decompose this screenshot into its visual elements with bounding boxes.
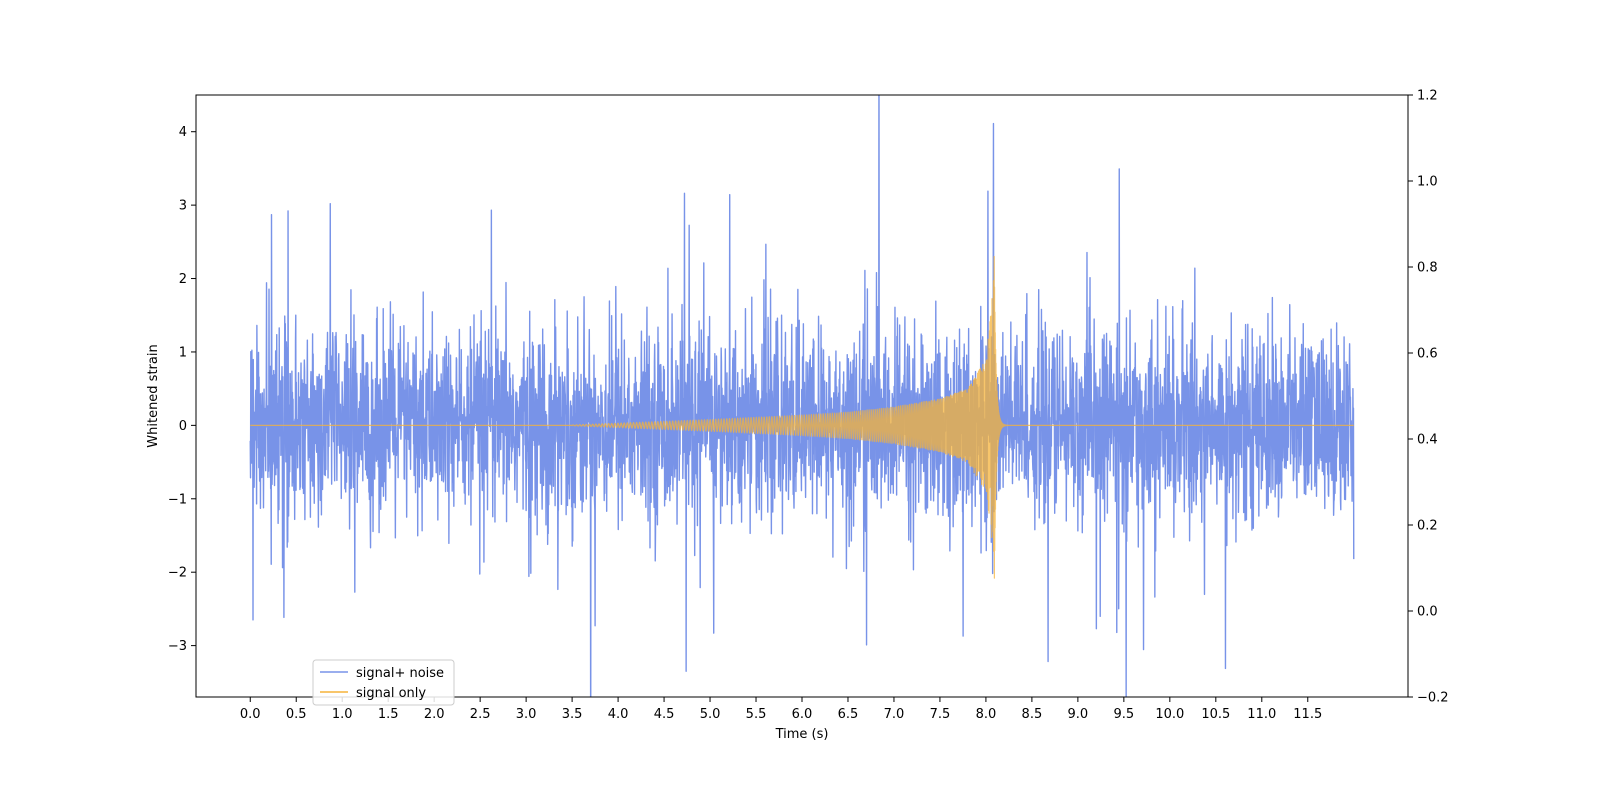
x-tick-label-14: 7.0 (884, 707, 905, 722)
y-right-tick-label-1: 0.0 (1417, 605, 1438, 620)
y-right-tick-label-3: 0.4 (1417, 433, 1438, 448)
y-right-tick-label-0: −0.2 (1417, 691, 1449, 706)
x-tick-label-5: 2.5 (470, 707, 491, 722)
y-axis-left: −3 −2 −1 0 1 2 3 4 (168, 125, 196, 654)
x-tick-label-6: 3.0 (516, 707, 537, 722)
x-tick-label-9: 4.5 (654, 707, 675, 722)
x-tick-label-17: 8.5 (1022, 707, 1043, 722)
legend-box (312, 659, 455, 706)
x-tick-label-4: 2.0 (424, 707, 445, 722)
x-tick-label-19: 9.5 (1114, 707, 1135, 722)
y-tick-label-2: −1 (168, 492, 187, 507)
x-tick-label-11: 5.5 (746, 707, 767, 722)
y-right-tick-label-7: 1.2 (1417, 89, 1438, 104)
x-tick-label-1: 0.5 (286, 707, 307, 722)
y-tick-label-0: −3 (168, 639, 187, 654)
legend-label-signal-noise: signal+ noise (356, 666, 444, 681)
legend-label-signal-only: signal only (356, 686, 426, 701)
x-tick-label-0: 0.0 (240, 707, 261, 722)
x-tick-label-16: 8.0 (976, 707, 997, 722)
y-tick-label-4: 1 (179, 345, 187, 360)
y-tick-label-6: 3 (179, 199, 187, 214)
y-tick-label-7: 4 (179, 125, 187, 140)
y-axis-label: Whitened strain (146, 344, 161, 447)
x-tick-label-10: 5.0 (700, 707, 721, 722)
legend: signal+ noise signal only (312, 659, 455, 706)
x-tick-label-3: 1.5 (378, 707, 399, 722)
x-tick-label-7: 3.5 (562, 707, 583, 722)
y-tick-label-5: 2 (179, 272, 187, 287)
y-right-tick-label-2: 0.2 (1417, 519, 1438, 534)
x-tick-label-22: 11.0 (1247, 707, 1276, 722)
y-tick-label-3: 0 (179, 419, 187, 434)
x-axis: 0.0 0.5 1.0 1.5 2.0 2.5 3.0 3.5 4.0 4.5 5.0 5.5 6.0 6… (240, 697, 1322, 722)
x-axis-label: Time (s) (775, 727, 829, 742)
series-signal-noise-line (249, 95, 1355, 697)
x-tick-label-23: 11.5 (1293, 707, 1322, 722)
x-tick-label-20: 10.0 (1155, 707, 1184, 722)
x-tick-label-13: 6.5 (838, 707, 859, 722)
y-right-tick-label-4: 0.6 (1417, 347, 1438, 362)
x-tick-label-15: 7.5 (930, 707, 951, 722)
y-tick-label-1: −2 (168, 566, 187, 581)
x-tick-label-2: 1.0 (332, 707, 353, 722)
series-signal-only-line (249, 255, 1355, 579)
x-tick-label-21: 10.5 (1201, 707, 1230, 722)
x-tick-label-18: 9.0 (1068, 707, 1089, 722)
x-tick-label-8: 4.0 (608, 707, 629, 722)
y-axis-right: −0.2 0.0 0.2 0.4 0.6 0.8 1.0 1.2 (1408, 89, 1449, 706)
x-tick-label-12: 6.0 (792, 707, 813, 722)
y-right-tick-label-5: 0.8 (1417, 261, 1438, 276)
y-right-tick-label-6: 1.0 (1417, 175, 1438, 190)
series-layer (249, 95, 1355, 697)
